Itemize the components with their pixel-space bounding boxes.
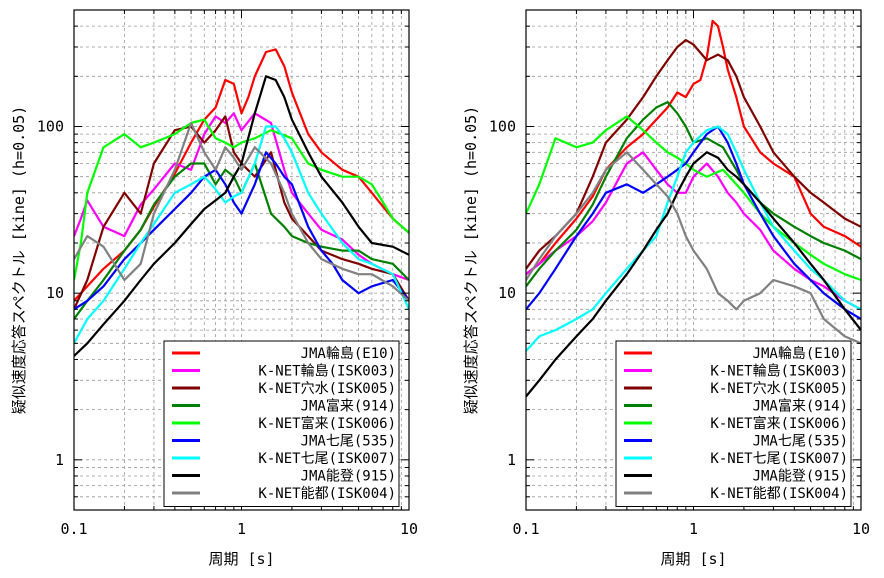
- legend: JMA輪島(E10)K-NET輪島(ISK003)K-NET穴水(ISK005)…: [163, 340, 400, 507]
- series-line-7: [526, 151, 861, 398]
- legend-label: JMA輪島(E10): [301, 345, 396, 362]
- x-tick-label: 10: [400, 520, 418, 538]
- legend-label: K-NET七尾(ISK007): [710, 451, 848, 467]
- legend-label: K-NET穴水(ISK005): [710, 381, 848, 397]
- legend-label: K-NET富来(ISK006): [710, 415, 848, 432]
- x-axis-label: 周期 [s]: [208, 550, 274, 568]
- series-line-8: [74, 121, 409, 302]
- legend-label: K-NET能都(ISK004): [258, 486, 396, 502]
- legend: JMA輪島(E10)K-NET輪島(ISK003)K-NET穴水(ISK005)…: [615, 340, 852, 507]
- legend-label: JMA七尾(535): [753, 434, 848, 450]
- y-tick-label: 10: [498, 284, 516, 302]
- legend-label: K-NET富来(ISK006): [258, 415, 396, 432]
- series-line-3: [74, 162, 409, 320]
- x-tick-label: 10: [852, 520, 870, 538]
- series-line-1: [74, 112, 409, 282]
- y-axis-label: 疑似速度応答スペクトル [kine] (h=0.05): [462, 106, 480, 414]
- y-tick-label: 100: [37, 117, 64, 135]
- series-group: [526, 19, 861, 398]
- legend-box: [163, 340, 400, 507]
- legend-label: JMA富来(914): [301, 398, 396, 415]
- y-tick-label: 1: [55, 451, 64, 469]
- legend-label: JMA輪島(E10): [753, 345, 848, 362]
- y-tick-label: 100: [489, 117, 516, 135]
- legend-label: JMA能登(915): [753, 469, 848, 485]
- series-line-3: [526, 101, 861, 287]
- legend-label: JMA富来(914): [753, 398, 848, 415]
- x-tick-label: 0.1: [60, 520, 87, 538]
- y-tick-label: 10: [46, 284, 64, 302]
- series-line-6: [526, 125, 861, 352]
- legend-label: K-NET穴水(ISK005): [258, 381, 396, 397]
- left-chart: 0.1 1 10 1 10 100 周期 [s] 疑似速度応答スペクトル [kine] (h=…: [10, 9, 418, 568]
- x-tick-label: 1: [237, 520, 246, 538]
- legend-label: K-NET輪島(ISK003): [258, 363, 396, 380]
- legend-label: K-NET七尾(ISK007): [258, 451, 396, 467]
- x-axis-label: 周期 [s]: [660, 550, 726, 568]
- series-line-2: [74, 115, 409, 310]
- legend-box: [615, 340, 852, 507]
- legend-label: JMA七尾(535): [301, 434, 396, 450]
- x-tick-label: 0.1: [512, 520, 539, 538]
- series-line-1: [526, 151, 861, 311]
- series-line-6: [74, 125, 409, 344]
- legend-label: K-NET能都(ISK004): [710, 486, 848, 502]
- ticks: [74, 10, 409, 510]
- legend-label: K-NET輪島(ISK003): [710, 363, 848, 380]
- series-line-2: [526, 39, 861, 270]
- y-tick-label: 1: [507, 451, 516, 469]
- series-line-7: [74, 75, 409, 357]
- series-line-5: [526, 125, 861, 320]
- right-chart: 0.1 1 10 1 10 100 周期 [s] 疑似速度応答スペクトル [kine] (h=…: [462, 9, 870, 568]
- series-group: [74, 48, 409, 357]
- series-line-4: [74, 118, 409, 281]
- legend-label: JMA能登(915): [301, 469, 396, 485]
- series-line-8: [526, 151, 861, 345]
- y-axis-label: 疑似速度応答スペクトル [kine] (h=0.05): [10, 106, 28, 414]
- x-tick-label: 1: [689, 520, 698, 538]
